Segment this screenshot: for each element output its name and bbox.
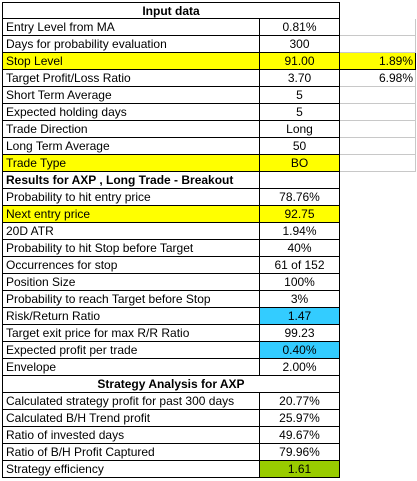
long-term-average-extra[interactable]: [340, 138, 416, 155]
table-row: Probability to hit entry price 78.76%: [0, 189, 417, 206]
table-row: Probability to reach Target before Stop …: [0, 291, 417, 308]
table-row: Trade Direction Long: [0, 121, 417, 138]
short-term-average-value[interactable]: 5: [260, 87, 340, 104]
probability-target-value[interactable]: 3%: [260, 291, 340, 308]
atr-label[interactable]: 20D ATR: [2, 223, 260, 240]
table-row: Stop Level 91.00 1.89%: [0, 53, 417, 70]
table-row: Target exit price for max R/R Ratio 99.2…: [0, 325, 417, 342]
trade-type-label[interactable]: Trade Type: [2, 155, 260, 172]
trade-direction-value[interactable]: Long: [260, 121, 340, 138]
next-entry-price-label[interactable]: Next entry price: [2, 206, 260, 223]
table-row: Ratio of invested days 49.67%: [0, 427, 417, 444]
table-row: Expected profit per trade 0.40%: [0, 342, 417, 359]
bh-profit-captured-value[interactable]: 79.96%: [260, 444, 340, 461]
bh-trend-profit-label[interactable]: Calculated B/H Trend profit: [2, 410, 260, 427]
probability-stop-value[interactable]: 40%: [260, 240, 340, 257]
position-size-label[interactable]: Position Size: [2, 274, 260, 291]
table-row: Probability to hit Stop before Target 40…: [0, 240, 417, 257]
days-evaluation-label[interactable]: Days for probability evaluation: [2, 36, 260, 53]
results-header-blank[interactable]: [260, 172, 340, 189]
invested-days-value[interactable]: 49.67%: [260, 427, 340, 444]
table-row: Calculated B/H Trend profit 25.97%: [0, 410, 417, 427]
days-evaluation-extra[interactable]: [340, 36, 416, 53]
days-evaluation-value[interactable]: 300: [260, 36, 340, 53]
target-exit-label[interactable]: Target exit price for max R/R Ratio: [2, 325, 260, 342]
strategy-header[interactable]: Strategy Analysis for AXP: [2, 376, 340, 393]
long-term-average-value[interactable]: 50: [260, 138, 340, 155]
results-header-row: Results for AXP , Long Trade - Breakout: [0, 172, 417, 189]
entry-level-value[interactable]: 0.81%: [260, 19, 340, 36]
table-row: Strategy efficiency 1.61: [0, 461, 417, 478]
envelope-label[interactable]: Envelope: [2, 359, 260, 376]
risk-return-value[interactable]: 1.47: [260, 308, 340, 325]
probability-stop-label[interactable]: Probability to hit Stop before Target: [2, 240, 260, 257]
atr-value[interactable]: 1.94%: [260, 223, 340, 240]
input-data-header-row: Input data: [0, 2, 417, 19]
table-row: Days for probability evaluation 300: [0, 36, 417, 53]
table-row: Target Profit/Loss Ratio 3.70 6.98%: [0, 70, 417, 87]
target-ratio-value[interactable]: 3.70: [260, 70, 340, 87]
holding-days-extra[interactable]: [340, 104, 416, 121]
occurrences-stop-label[interactable]: Occurrences for stop: [2, 257, 260, 274]
target-exit-value[interactable]: 99.23: [260, 325, 340, 342]
position-size-value[interactable]: 100%: [260, 274, 340, 291]
table-row: Calculated strategy profit for past 300 …: [0, 393, 417, 410]
short-term-average-extra[interactable]: [340, 87, 416, 104]
bh-trend-profit-value[interactable]: 25.97%: [260, 410, 340, 427]
table-row: Long Term Average 50: [0, 138, 417, 155]
table-row: Risk/Return Ratio 1.47: [0, 308, 417, 325]
probability-entry-value[interactable]: 78.76%: [260, 189, 340, 206]
table-row: Ratio of B/H Profit Captured 79.96%: [0, 444, 417, 461]
table-row: Occurrences for stop 61 of 152: [0, 257, 417, 274]
probability-entry-label[interactable]: Probability to hit entry price: [2, 189, 260, 206]
stop-level-label[interactable]: Stop Level: [2, 53, 260, 70]
target-ratio-percent[interactable]: 6.98%: [340, 70, 416, 87]
bh-profit-captured-label[interactable]: Ratio of B/H Profit Captured: [2, 444, 260, 461]
holding-days-label[interactable]: Expected holding days: [2, 104, 260, 121]
entry-level-extra[interactable]: [340, 19, 416, 36]
long-term-average-label[interactable]: Long Term Average: [2, 138, 260, 155]
trade-type-extra[interactable]: [340, 155, 416, 172]
short-term-average-label[interactable]: Short Term Average: [2, 87, 260, 104]
next-entry-price-value[interactable]: 92.75: [260, 206, 340, 223]
stop-level-value[interactable]: 91.00: [260, 53, 340, 70]
occurrences-stop-value[interactable]: 61 of 152: [260, 257, 340, 274]
strategy-efficiency-value[interactable]: 1.61: [260, 461, 340, 478]
entry-level-label[interactable]: Entry Level from MA: [2, 19, 260, 36]
expected-profit-label[interactable]: Expected profit per trade: [2, 342, 260, 359]
invested-days-label[interactable]: Ratio of invested days: [2, 427, 260, 444]
probability-target-label[interactable]: Probability to reach Target before Stop: [2, 291, 260, 308]
stop-level-percent[interactable]: 1.89%: [340, 53, 416, 70]
strategy-header-row: Strategy Analysis for AXP: [0, 376, 417, 393]
table-row: Position Size 100%: [0, 274, 417, 291]
table-row: Short Term Average 5: [0, 87, 417, 104]
strategy-profit-label[interactable]: Calculated strategy profit for past 300 …: [2, 393, 260, 410]
table-row: Trade Type BO: [0, 155, 417, 172]
strategy-efficiency-label[interactable]: Strategy efficiency: [2, 461, 260, 478]
trade-direction-label[interactable]: Trade Direction: [2, 121, 260, 138]
holding-days-value[interactable]: 5: [260, 104, 340, 121]
strategy-profit-value[interactable]: 20.77%: [260, 393, 340, 410]
expected-profit-value[interactable]: 0.40%: [260, 342, 340, 359]
envelope-value[interactable]: 2.00%: [260, 359, 340, 376]
table-row: Next entry price 92.75: [0, 206, 417, 223]
results-header[interactable]: Results for AXP , Long Trade - Breakout: [2, 172, 260, 189]
trade-direction-extra[interactable]: [340, 121, 416, 138]
trade-type-value[interactable]: BO: [260, 155, 340, 172]
risk-return-label[interactable]: Risk/Return Ratio: [2, 308, 260, 325]
table-row: Expected holding days 5: [0, 104, 417, 121]
table-row: 20D ATR 1.94%: [0, 223, 417, 240]
table-row: Envelope 2.00%: [0, 359, 417, 376]
table-row: Entry Level from MA 0.81%: [0, 19, 417, 36]
input-data-header[interactable]: Input data: [2, 2, 340, 19]
target-ratio-label[interactable]: Target Profit/Loss Ratio: [2, 70, 260, 87]
